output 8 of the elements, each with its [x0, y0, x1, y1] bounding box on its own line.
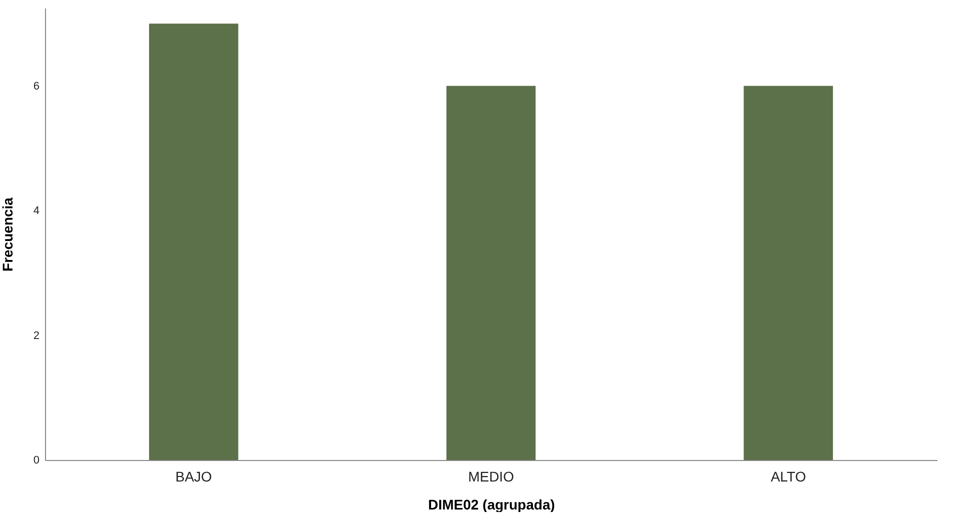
x-tick-label: MEDIO	[468, 468, 514, 484]
y-axis-title: Frecuencia	[0, 197, 16, 272]
x-tick-label: ALTO	[770, 468, 806, 484]
y-tick-label: 4	[33, 205, 40, 218]
y-tick-label: 0	[33, 454, 40, 466]
x-tick-label: BAJO	[175, 468, 212, 484]
y-tick-label: 6	[33, 80, 40, 92]
y-tick-label: 2	[33, 330, 40, 342]
